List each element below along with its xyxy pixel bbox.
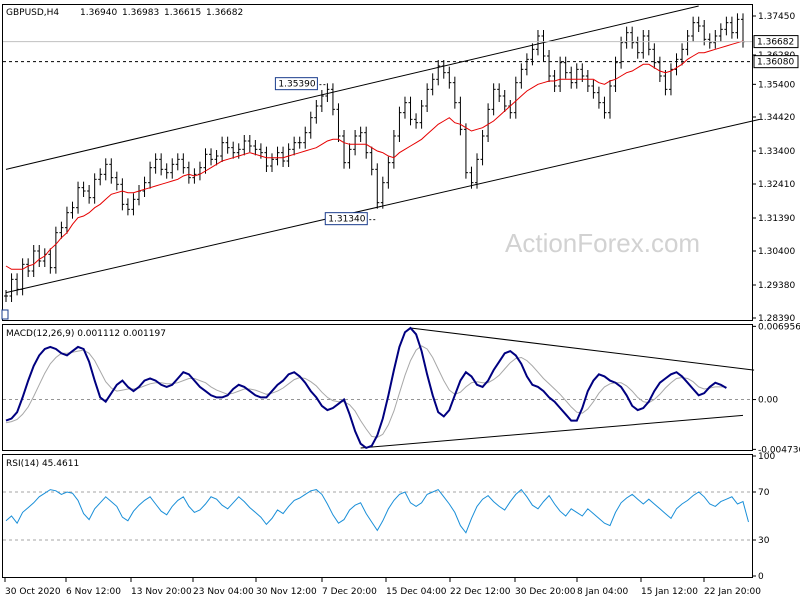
- rsi-panel-frame: [2, 454, 753, 578]
- x-tick-label: 30 Oct 2020: [5, 587, 61, 597]
- rsi-title: RSI(14) 45.4611: [6, 459, 79, 469]
- hline-price-label: 1.36080: [757, 58, 794, 68]
- price-annotations: 1.35390 1.31340: [1, 77, 378, 320]
- ohlc-open: 1.36940: [80, 8, 117, 18]
- y-tick-label: 1.34420: [758, 113, 795, 123]
- macd-series-0: [5, 326, 727, 450]
- price-plot-area: [3, 5, 760, 302]
- channel-upper-line: [5, 5, 699, 170]
- y-tick-label: 30: [758, 536, 770, 546]
- y-tick-label: 100: [758, 452, 775, 462]
- macd-plot-area: [3, 326, 755, 450]
- hline-price-box: [753, 55, 799, 69]
- y-tick-label: 0: [758, 572, 764, 582]
- macd-panel: MACD(12,26,9) 0.001112 0.001197 0.006956…: [2, 322, 800, 455]
- ohlc-close: 1.36682: [206, 8, 243, 18]
- x-tick-label: 8 Jan 04:00: [577, 587, 629, 597]
- rsi-y-axis: 100 70 30 0: [752, 452, 775, 582]
- annotation-box: [324, 212, 368, 226]
- left-edge-marker: [1, 309, 9, 320]
- watermark: ActionForex.com: [505, 228, 700, 258]
- annotation-label: 1.31340: [328, 215, 365, 225]
- rsi-panel: RSI(14) 45.4611 100 70 30 0: [2, 452, 775, 582]
- price-y-axis: 1.374501.362801.354001.344201.334001.324…: [752, 12, 799, 324]
- ohlc-high: 1.36983: [122, 8, 159, 18]
- y-tick-label: 0.00: [758, 396, 778, 406]
- x-tick-label: 23 Nov 04:00: [193, 587, 254, 597]
- macd-panel-frame: [2, 324, 753, 451]
- time-axis: 30 Oct 2020 6 Nov 12:00 13 Nov 20:00 23 Nov…: [4, 578, 761, 597]
- y-tick-label: -0.004736: [758, 445, 800, 455]
- rsi-series-0: [5, 488, 749, 534]
- y-tick-label: 1.31390: [758, 214, 795, 224]
- rsi-plot-area: [3, 488, 752, 541]
- x-tick-label: 15 Jan 12:00: [641, 587, 698, 597]
- y-tick-label: 70: [758, 488, 770, 498]
- ohlc-low: 1.36615: [164, 8, 201, 18]
- last-price-box: [753, 35, 799, 49]
- x-tick-label: 6 Nov 12:00: [66, 587, 121, 597]
- x-tick-label: 30 Dec 20:00: [515, 587, 576, 597]
- macd-y-axis: 0.006956 0.00 -0.004736: [752, 322, 800, 455]
- x-tick-label: 22 Jan 20:00: [704, 587, 761, 597]
- x-tick-label: 30 Nov 12:00: [256, 587, 317, 597]
- y-tick-label: 1.32410: [758, 180, 795, 190]
- macd-title: MACD(12,26,9) 0.001112 0.001197: [6, 329, 166, 339]
- triangle-lower-line: [360, 414, 744, 449]
- price-panel-frame: [2, 4, 753, 321]
- annotation-box: [274, 77, 318, 91]
- y-tick-label: 1.35400: [758, 80, 795, 90]
- y-tick-label: 1.30400: [758, 247, 795, 257]
- y-tick-label: 1.33400: [758, 147, 795, 157]
- x-tick-label: 15 Dec 04:00: [386, 587, 447, 597]
- x-tick-label: 7 Dec 20:00: [322, 587, 377, 597]
- price-series-1: [5, 40, 744, 270]
- y-tick-label: 1.37450: [758, 12, 795, 22]
- y-tick-label: 1.28390: [758, 314, 795, 324]
- y-tick-label: 1.29380: [758, 281, 795, 291]
- price-title: GBPUSD,H4: [6, 8, 59, 18]
- macd-series-1: [5, 345, 727, 438]
- x-tick-label: 22 Dec 12:00: [450, 587, 511, 597]
- y-tick-label: 0.006956: [758, 322, 800, 332]
- annotation-label: 1.35390: [278, 80, 315, 90]
- triangle-upper-line: [410, 327, 755, 371]
- x-tick-label: 13 Nov 20:00: [131, 587, 192, 597]
- price-panel: ActionForex.com GBPUSD,H4 1.36940 1.3698…: [1, 4, 799, 324]
- last-price-label: 1.36682: [757, 38, 794, 48]
